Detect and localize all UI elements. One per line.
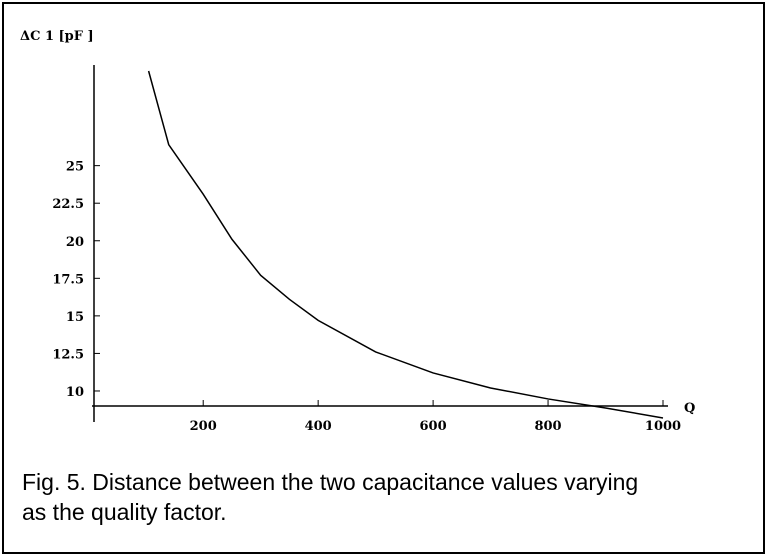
y-tick-label: 15 bbox=[66, 310, 84, 325]
y-tick-label: 10 bbox=[66, 385, 84, 400]
x-tick-label: 400 bbox=[305, 419, 332, 434]
y-tick-label: 20 bbox=[66, 235, 84, 250]
y-tick-label: 12.5 bbox=[52, 347, 84, 362]
x-tick-label: 1000 bbox=[645, 419, 681, 434]
y-tick-label: 22.5 bbox=[52, 197, 84, 212]
x-tick-label: 200 bbox=[190, 419, 217, 434]
y-tick-label: 17.5 bbox=[52, 272, 84, 287]
caption: Fig. 5. Distance between the two capacit… bbox=[22, 469, 638, 525]
y-tick-label: 25 bbox=[66, 160, 84, 175]
line bbox=[147, 70, 664, 419]
x-tick-label: 800 bbox=[534, 419, 561, 434]
y-axis-label: ΔC 1 [pF ] bbox=[20, 29, 94, 44]
x-tick-label: 600 bbox=[420, 419, 447, 434]
x-axis-label: Q bbox=[684, 401, 695, 416]
